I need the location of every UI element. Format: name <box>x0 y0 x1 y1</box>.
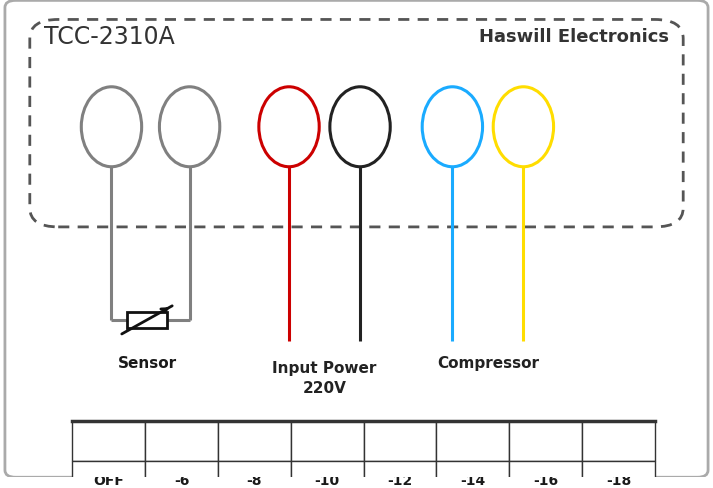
Text: -14: -14 <box>460 473 486 487</box>
Text: OFF: OFF <box>93 473 124 487</box>
Text: Compressor: Compressor <box>437 356 539 370</box>
Ellipse shape <box>160 88 220 167</box>
Text: -6: -6 <box>174 473 189 487</box>
Bar <box>291 461 364 488</box>
Ellipse shape <box>422 88 483 167</box>
Text: 6: 6 <box>540 434 550 448</box>
Text: OFF: OFF <box>93 434 124 448</box>
Ellipse shape <box>259 88 319 167</box>
Ellipse shape <box>330 88 390 167</box>
Text: -10: -10 <box>314 473 340 487</box>
Text: 3: 3 <box>322 434 332 448</box>
Bar <box>509 421 582 461</box>
Bar <box>364 461 436 488</box>
Text: 7: 7 <box>614 434 623 448</box>
Bar <box>436 461 509 488</box>
Text: 1: 1 <box>177 434 187 448</box>
Bar <box>582 421 655 461</box>
Bar <box>73 461 145 488</box>
Text: TCC-2310A: TCC-2310A <box>44 25 175 49</box>
FancyBboxPatch shape <box>5 1 708 477</box>
Text: -16: -16 <box>533 473 558 487</box>
Text: 4: 4 <box>395 434 405 448</box>
Bar <box>509 461 582 488</box>
Text: Sensor: Sensor <box>118 356 177 370</box>
Text: -8: -8 <box>247 473 262 487</box>
Bar <box>145 461 218 488</box>
Text: Input Power
220V: Input Power 220V <box>272 360 376 395</box>
Bar <box>364 421 436 461</box>
Text: -18: -18 <box>606 473 631 487</box>
Ellipse shape <box>81 88 142 167</box>
Bar <box>145 421 218 461</box>
Bar <box>218 461 291 488</box>
Bar <box>436 421 509 461</box>
Ellipse shape <box>493 88 553 167</box>
Polygon shape <box>128 312 167 328</box>
Bar <box>582 461 655 488</box>
Text: 2: 2 <box>250 434 260 448</box>
Bar <box>73 421 145 461</box>
Bar <box>218 421 291 461</box>
Text: -12: -12 <box>387 473 413 487</box>
Text: Haswill Electronics: Haswill Electronics <box>479 28 669 46</box>
Text: 5: 5 <box>468 434 478 448</box>
Bar <box>291 421 364 461</box>
